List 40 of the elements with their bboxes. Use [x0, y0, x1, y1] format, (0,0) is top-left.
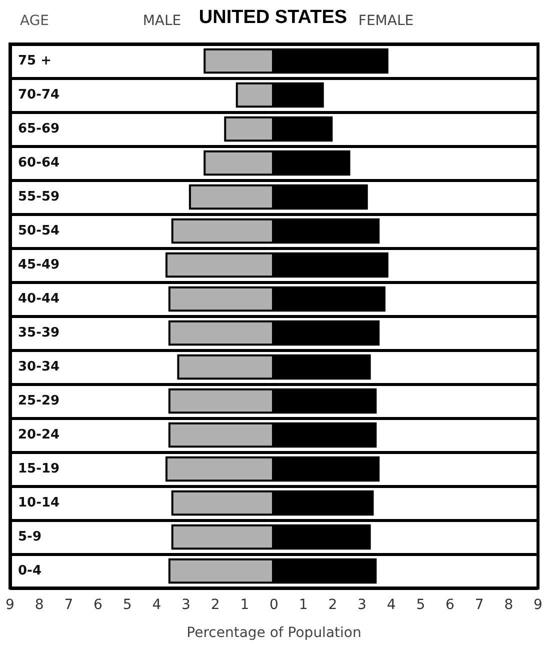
x-tick-label: 4: [386, 597, 396, 613]
x-tick-label: 1: [240, 597, 250, 613]
x-tick-label: 5: [416, 597, 426, 613]
x-tick-label: 3: [358, 597, 366, 613]
x-tick-label: 5: [122, 597, 132, 613]
x-tick-label: 6: [446, 597, 455, 613]
x-tick-label: 8: [504, 597, 514, 613]
y-tick-label: 0-4: [18, 564, 42, 578]
y-tick-label: 10-14: [18, 496, 60, 510]
y-tick-label: 25-29: [18, 394, 60, 408]
y-tick-label: 15-19: [18, 462, 60, 476]
y-tick-label: 60-64: [18, 156, 60, 170]
y-tick-label: 30-34: [18, 360, 60, 374]
y-tick-label: 20-24: [18, 428, 60, 442]
x-tick-label: 7: [474, 597, 484, 613]
x-tick-label: 9: [6, 597, 14, 613]
y-tick-label: 75 +: [18, 54, 52, 68]
x-tick-label: 9: [534, 597, 542, 613]
text: MALE: [142, 13, 182, 29]
y-axis-title: AGE: [20, 13, 50, 29]
y-tick-label: 5-9: [18, 530, 42, 544]
x-tick-label: 1: [298, 597, 308, 613]
series-label: FEMALE: [358, 13, 414, 29]
y-tick-label: 70-74: [18, 88, 60, 102]
y-tick-label: 50-54: [18, 224, 60, 238]
x-tick-label: 4: [152, 597, 162, 613]
y-tick-label: 40-44: [18, 292, 60, 306]
chart-title: UNITED STATES: [198, 7, 348, 28]
x-tick-label: 2: [328, 597, 338, 613]
y-tick-label: 55-59: [18, 190, 60, 204]
x-tick-label: 3: [182, 597, 190, 613]
x-tick-label: 8: [34, 597, 44, 613]
y-tick-label: 65-69: [18, 122, 60, 136]
y-tick-label: 35-39: [18, 326, 60, 340]
x-tick-label: 6: [94, 597, 103, 613]
x-axis-title: Percentage of Population: [186, 625, 362, 641]
x-tick-label: 2: [210, 597, 220, 613]
x-tick-label: 0: [270, 597, 278, 613]
x-tick-label: 7: [64, 597, 74, 613]
y-tick-label: 45-49: [18, 258, 60, 272]
